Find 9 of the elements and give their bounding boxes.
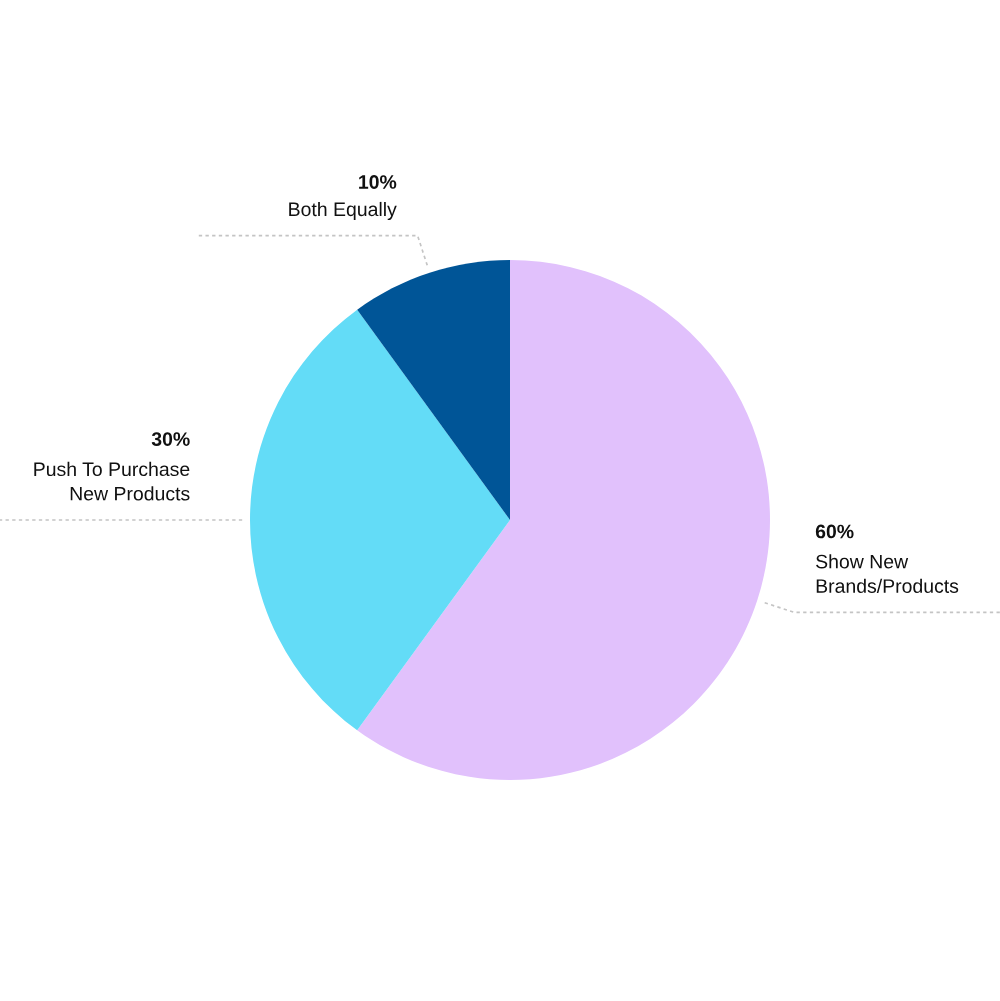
data-label: 30% [151, 432, 190, 446]
pie-slice [357, 260, 510, 520]
data-label: 10% [359, 175, 397, 189]
slice-label: Push To Purchase New Products [34, 461, 190, 501]
data-label: 60% [815, 524, 854, 539]
slice-label: Show New Brands/Products [816, 554, 959, 593]
slice-label: Both Equally [289, 201, 397, 221]
pie-slice [250, 309, 510, 731]
pie-slice [357, 260, 770, 780]
